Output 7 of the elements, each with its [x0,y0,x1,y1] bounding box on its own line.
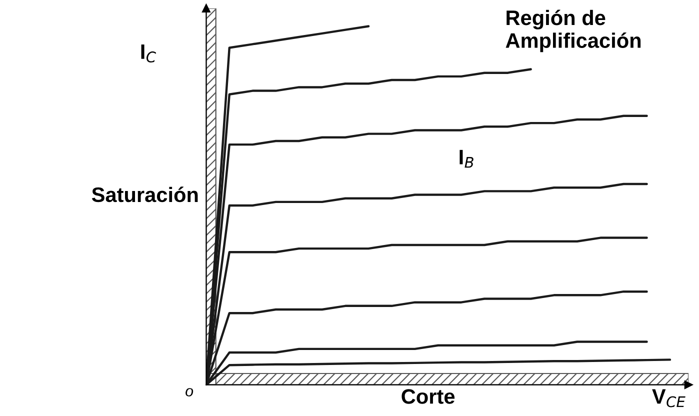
y-axis-title: I$_{C}$ [141,44,156,62]
annotation: I$_{B}$ [460,150,474,168]
annotation: Región de Amplificación [506,10,641,52]
text: o [186,388,194,396]
text: Saturación [92,186,198,202]
text: Corte [402,389,455,404]
x-axis-title: V$_{CE}$ [652,389,686,408]
